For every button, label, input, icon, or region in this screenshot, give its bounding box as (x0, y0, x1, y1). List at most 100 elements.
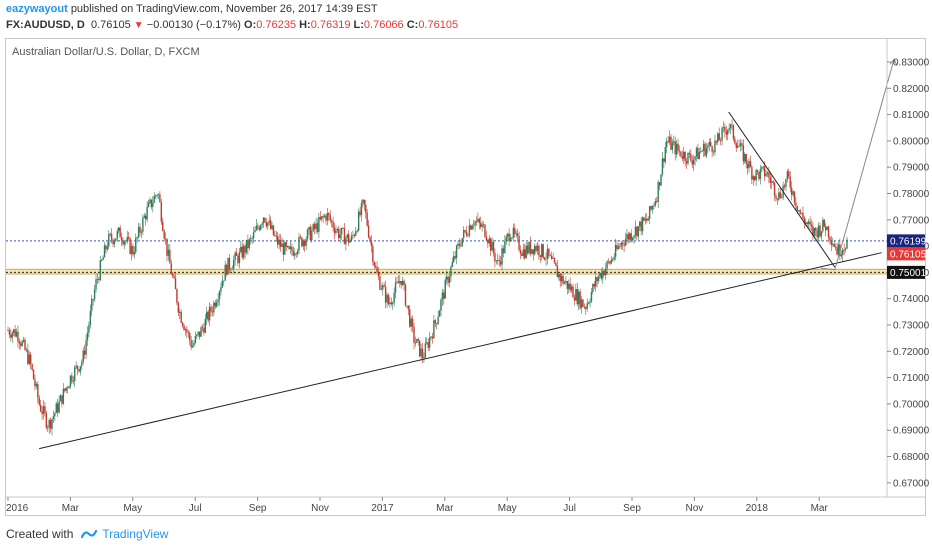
candle-body (458, 243, 461, 246)
candle-body (65, 387, 67, 391)
candle-body (661, 158, 664, 175)
candle-body (196, 334, 198, 337)
candle-body (488, 238, 490, 244)
author-link[interactable]: eazywayout (6, 3, 68, 15)
candle-body (153, 195, 155, 203)
candle-body (807, 221, 810, 224)
candle-body (289, 246, 292, 249)
candle-body (570, 286, 573, 291)
candle-body (201, 327, 204, 329)
candle-body (383, 285, 385, 287)
candle-body (315, 223, 317, 230)
candle-body (454, 256, 456, 259)
publish-info: published on TradingView.com, November 2… (70, 3, 378, 15)
candle-body (30, 354, 32, 365)
candle-body (480, 222, 482, 227)
candle-body (397, 281, 400, 284)
candle-body (612, 259, 614, 261)
candle-body (741, 143, 743, 146)
candle-body (746, 163, 749, 169)
candle-body (516, 233, 519, 236)
candle-body (47, 427, 49, 429)
candle-body (240, 246, 242, 252)
resistance-trendline (728, 111, 836, 268)
candle-body (225, 264, 228, 275)
candle-body (790, 187, 793, 195)
candle-body (81, 361, 83, 366)
candle-body (103, 245, 106, 258)
candle-body (832, 243, 834, 245)
candle-body (758, 171, 760, 180)
candle-body (193, 342, 195, 346)
candle-body (756, 170, 759, 172)
price-tag-label: 0.75001 (890, 268, 927, 279)
candle-body (186, 329, 188, 333)
y-tick-label: 0.67000 (893, 478, 930, 489)
candle-body (585, 307, 587, 309)
candle-body (506, 233, 509, 237)
candle-body (710, 141, 712, 147)
candle-body (78, 369, 80, 372)
candle-body (267, 222, 269, 227)
candle-body (512, 227, 515, 238)
candle-body (752, 176, 754, 180)
candle-body (288, 246, 290, 249)
candle-body (532, 249, 534, 255)
candle-body (98, 279, 100, 281)
candle-body (688, 152, 691, 155)
symbol-label: FX:AUDUSD, D (6, 19, 85, 31)
candle-body (470, 225, 472, 230)
candle-body (556, 266, 559, 278)
candle-body (769, 177, 772, 183)
candle-body (136, 237, 138, 239)
candle-body (468, 225, 471, 236)
candle-body (708, 141, 710, 146)
candle-body (150, 199, 153, 208)
chart-panel[interactable] (5, 38, 926, 516)
candle-body (683, 151, 685, 159)
candle-body (373, 261, 375, 266)
candle-body (529, 242, 532, 254)
candle-body (102, 257, 104, 261)
candle-body (316, 223, 319, 232)
candle-body (325, 215, 327, 221)
candle-body (374, 265, 377, 268)
candle-body (156, 195, 158, 197)
candle-body (562, 275, 564, 284)
candle-body (654, 201, 657, 206)
candle-body (69, 375, 72, 387)
candle-body (261, 223, 263, 226)
candle-body (827, 226, 830, 238)
candle-body (563, 282, 566, 284)
candle-body (553, 258, 556, 263)
candle-body (528, 242, 530, 254)
candle-body (735, 143, 737, 148)
candle-body (323, 215, 326, 218)
candle-body (93, 289, 96, 300)
candle-body (154, 195, 157, 197)
candle-body (434, 320, 436, 324)
candle-body (200, 327, 202, 337)
candle-body (800, 212, 803, 214)
candle-body (61, 395, 63, 404)
candle-body (42, 406, 45, 414)
candle-body (744, 154, 746, 162)
candle-body (660, 174, 662, 186)
candle-body (295, 253, 297, 255)
candle-body (264, 217, 266, 222)
candle-body (189, 332, 191, 341)
candle-body (719, 140, 722, 142)
candle-body (573, 297, 576, 301)
candle-body (773, 182, 776, 196)
candle-body (409, 309, 411, 327)
candle-body (436, 323, 438, 325)
candle-body (621, 242, 624, 245)
tradingview-brand-link[interactable]: TradingView (102, 527, 169, 541)
candle-body (18, 341, 21, 344)
candle-body (580, 299, 583, 308)
candle-body (729, 124, 732, 129)
candle-body (837, 244, 840, 255)
candle-body (340, 227, 343, 235)
candle-body (444, 279, 446, 299)
